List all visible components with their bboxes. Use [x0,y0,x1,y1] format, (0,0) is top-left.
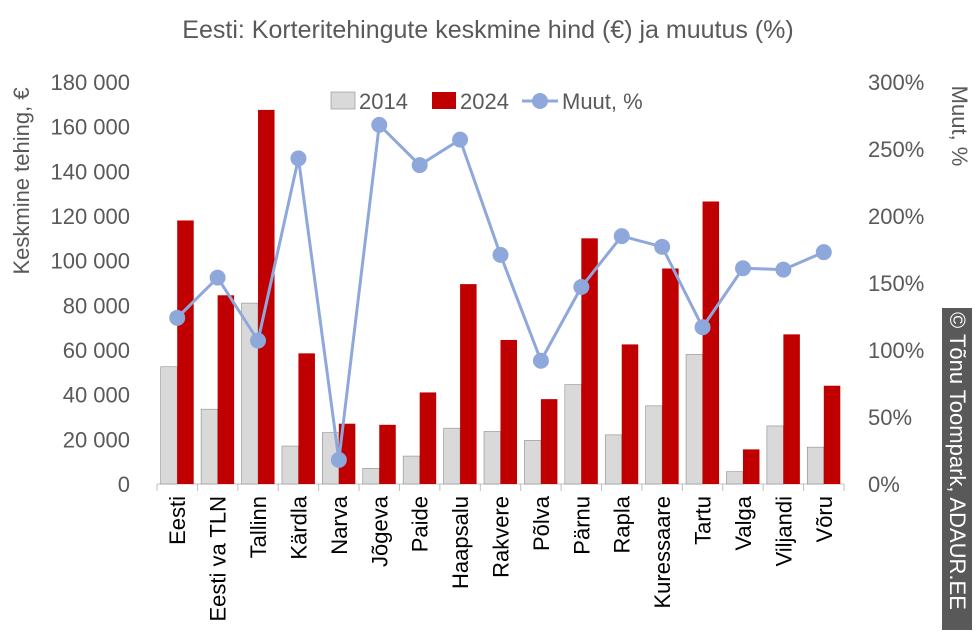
line-point-Paide [411,157,428,174]
bar-2024-Kuressaare [662,268,679,484]
y-tick-label: 140 000 [50,159,130,184]
bar-2014-Valga [726,471,744,485]
y2-tick-label: 100% [868,338,924,363]
bar-2014-Võru [806,446,825,485]
line-point-Võru [815,244,832,261]
legend-label-2014: 2014 [359,89,408,114]
x-tick-label: Rapla [610,495,635,553]
y2-tick-label: 300% [868,70,924,95]
y-tick-label: 0 [118,472,130,497]
bar-2014-Rapla [604,434,623,485]
line-point-Narva [330,451,347,468]
x-tick-label: Jõgeva [367,495,392,567]
y-tick-label: 100 000 [50,249,130,274]
watermark-text: Tõnu Toompark, ADAUR.EE [945,333,970,610]
line-point-Põlva [532,352,549,369]
y-axis-title: Keskmine tehing, € [9,87,34,274]
bar-2024-Paide [419,392,437,484]
bar-2024-Narva [338,423,356,484]
bar-2014-Eesti va TLN [200,408,218,485]
y-tick-label: 20 000 [63,427,130,452]
legend: 2014 2024 Muut, % [330,89,643,114]
bar-2014-Eesti [160,366,178,485]
x-tick-label: Rakvere [489,496,514,578]
line-point-Kärdla [290,150,307,167]
x-tick-label: Kärdla [286,495,311,559]
x-tick-label: Eesti va TLN [206,496,231,622]
bar-2014-Pärnu [564,384,582,485]
bar-2024-Haapsalu [460,284,477,484]
x-tick-label: Tallinn [246,496,271,558]
bar-2014-Kärdla [281,445,299,485]
y2-axis-title: Muut, % [947,86,972,167]
bar-2024-Rapla [621,344,639,484]
bar-2014-Rakvere [483,431,501,485]
y2-tick-label: 250% [868,137,924,162]
copyright-symbol: © [945,312,970,329]
line-point-Valga [734,260,751,277]
y2-tick-label: 0% [868,472,900,497]
line-point-Tallinn [250,332,267,349]
bar-2024-Tartu [702,201,720,484]
bar-2014-Tartu [685,354,703,485]
x-tick-label: Eesti [165,496,190,545]
x-tick-label: Haapsalu [448,496,473,589]
bar-2024-Rakvere [500,339,517,484]
x-tick-label: Pärnu [569,496,594,555]
legend-swatch-2014 [330,91,356,110]
bar-2024-Kärdla [298,353,315,484]
bar-2014-Jõgeva [362,468,380,485]
bar-2014-Viljandi [766,425,784,485]
bar-2024-Eesti [177,220,194,484]
line-point-Tartu [694,319,711,336]
line-point-Kuressaare [654,238,671,255]
bar-2024-Valga [742,449,760,484]
bar-2024-Võru [823,385,841,484]
y-tick-label: 160 000 [50,115,130,140]
bar-2014-Põlva [524,440,542,485]
y-tick-label: 180 000 [50,70,130,95]
bar-2024-Pärnu [581,238,598,484]
line-point-Jõgeva [371,116,388,133]
legend-label-muut: Muut, % [562,89,643,114]
y-tick-label: 80 000 [63,293,130,318]
legend-label-2024: 2024 [460,89,509,114]
y-tick-label: 120 000 [50,204,130,229]
x-tick-label: Narva [327,495,352,554]
y2-tick-label: 50% [868,405,912,430]
x-tick-label: Paide [408,496,433,552]
y2-tick-label: 150% [868,271,924,296]
bar-2024-Jõgeva [379,424,396,484]
x-tick-label: Viljandi [771,496,796,567]
line-point-Eesti va TLN [209,269,226,286]
line-point-Eesti [169,309,186,326]
line-point-Rapla [613,228,630,245]
legend-swatch-2024 [432,92,456,109]
legend-swatch-marker [532,93,548,109]
line-point-Rakvere [492,246,509,263]
bar-2024-Eesti va TLN [217,295,235,484]
x-tick-label: Võru [812,496,837,542]
chart-title: Eesti: Korteritehingute keskmine hind (€… [182,16,793,44]
x-tick-label: Tartu [691,496,716,545]
plot-area: 0 20 000 40 000 60 000 80 000 100 000 120 000 1… [50,70,924,622]
bar-2014-Haapsalu [443,427,461,485]
x-tick-label: Põlva [529,495,554,551]
bar-2024-Viljandi [783,334,800,484]
y-tick-label: 40 000 [63,383,130,408]
line-point-Pärnu [573,279,590,296]
bar-2024-Põlva [540,399,558,484]
bar-2014-Kuressaare [645,405,663,485]
x-tick-label: Kuressaare [650,496,675,609]
x-tick-label: Valga [731,495,756,550]
line-point-Haapsalu [452,131,469,148]
watermark: © Tõnu Toompark, ADAUR.EE [942,308,972,630]
line-point-Viljandi [775,261,792,278]
y-tick-label: 60 000 [63,338,130,363]
bar-2014-Paide [402,455,420,485]
y2-tick-label: 200% [868,204,924,229]
